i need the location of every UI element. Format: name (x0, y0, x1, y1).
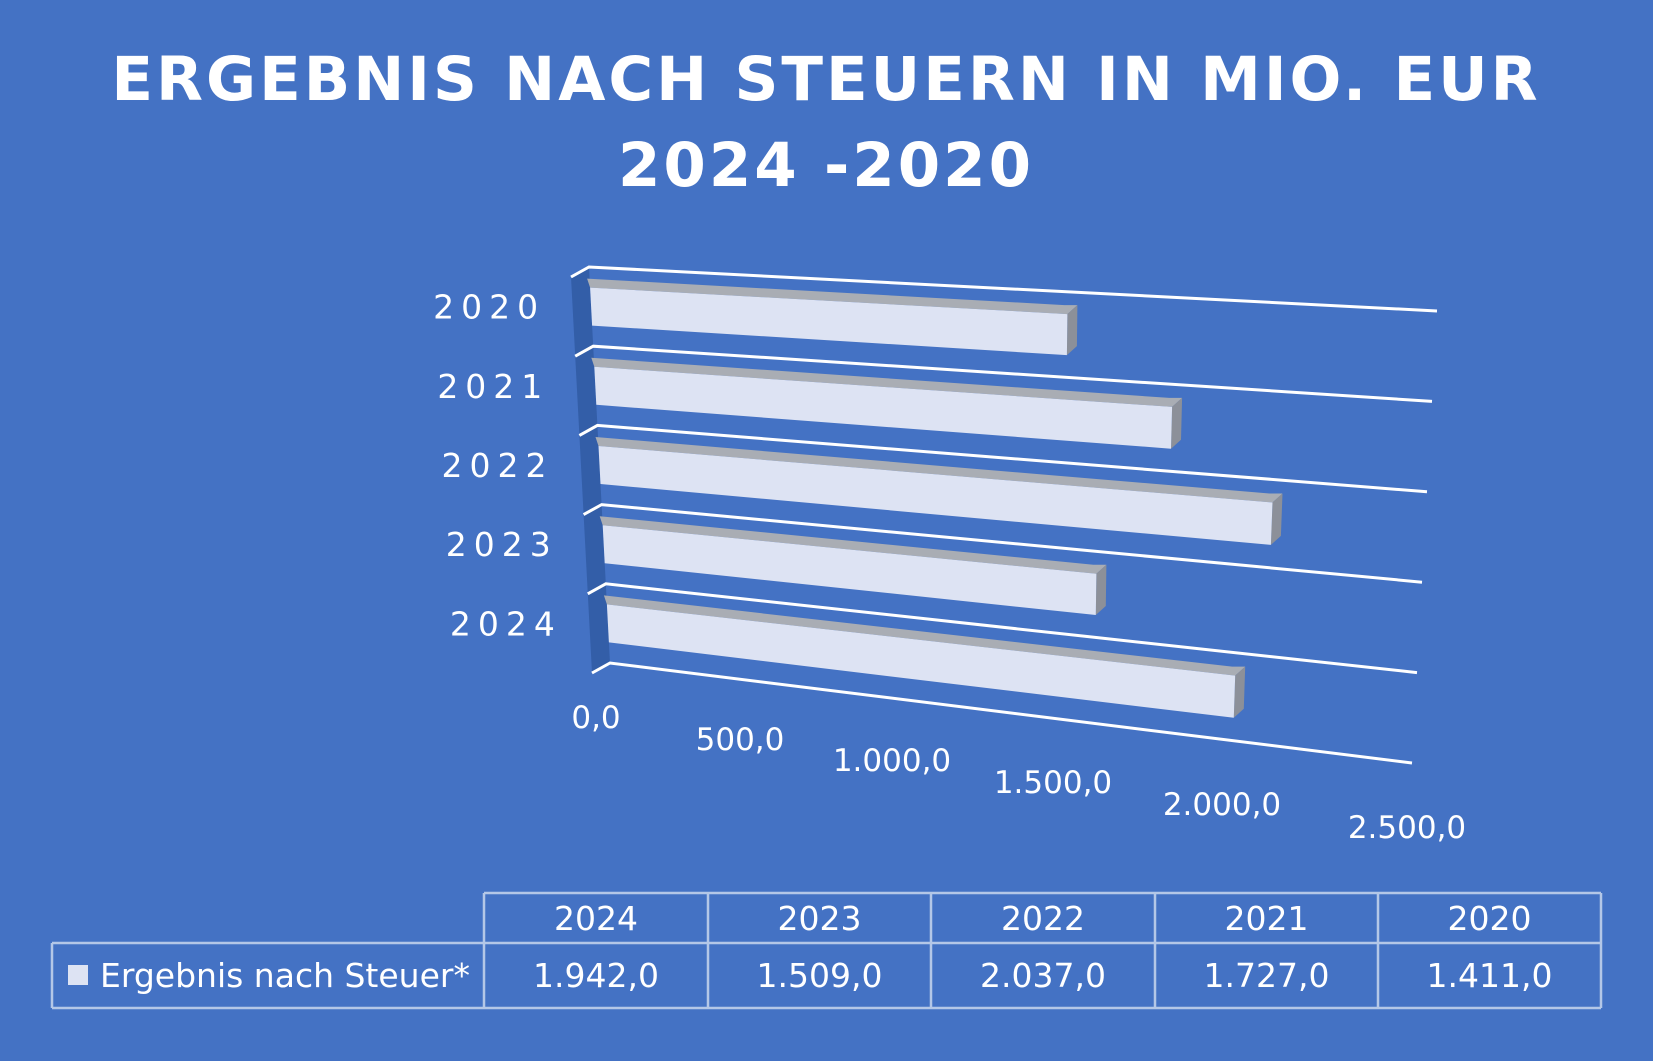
category-label: 2021 (437, 367, 549, 406)
bar-top-face (587, 278, 1078, 315)
bar-side-face (1233, 666, 1246, 718)
x-tick-label: 2.500,0 (1348, 810, 1466, 846)
x-tick-label: 2.000,0 (1163, 787, 1281, 823)
table-header-cell: 2020 (1448, 899, 1532, 938)
bar-side-face (1095, 564, 1107, 615)
category-label: 2023 (446, 525, 558, 564)
table-header-cell: 2024 (554, 899, 638, 938)
gridline (591, 661, 1413, 765)
bar-top-face (603, 595, 1246, 676)
bar-2024 (603, 595, 1246, 718)
gridline (587, 582, 1418, 675)
bar-top-face (591, 357, 1183, 407)
bar-2021 (591, 357, 1183, 449)
plot-left-wall (571, 267, 610, 673)
x-tick-label: 0,0 (571, 700, 620, 736)
bar-2022 (595, 437, 1283, 545)
bar-front-face (606, 604, 1236, 718)
chart-title-line-2: 2024 -2020 (618, 130, 1034, 201)
data-table: 2024 2023 2022 2021 2020 1.942,0 1.509,0 2.037,… (50, 891, 1603, 1010)
plot-area: 2024 2023 2022 2021 2020 0,0 500,0 1.000,0 1.500… (433, 265, 1466, 846)
x-tick-label: 500,0 (696, 722, 785, 758)
bar-top-face (599, 516, 1107, 574)
bar-front-face (590, 287, 1068, 356)
bar-side-face (1171, 397, 1183, 449)
table-value-cell: 1.411,0 (1427, 956, 1553, 995)
bar-front-face (594, 366, 1173, 449)
bar-front-face (598, 446, 1273, 545)
bar-2023 (599, 516, 1107, 615)
category-label: 2022 (442, 446, 554, 485)
gridline (582, 503, 1423, 584)
gridline (578, 423, 1428, 494)
table-header-cell: 2022 (1001, 899, 1085, 938)
table-header-cell: 2021 (1225, 899, 1309, 938)
bar-side-face (1066, 305, 1078, 356)
bar-top-face (595, 437, 1283, 503)
bar-side-face (1270, 493, 1283, 545)
table-value-cell: 1.942,0 (533, 956, 659, 995)
x-tick-label: 1.000,0 (833, 743, 951, 779)
gridline (574, 344, 1433, 403)
gridline (570, 265, 1438, 313)
table-value-cell: 1.509,0 (757, 956, 883, 995)
table-value-cell: 2.037,0 (980, 956, 1106, 995)
table-value-cell: 1.727,0 (1204, 956, 1330, 995)
legend-key-swatch (68, 965, 88, 985)
chart-title-line-1: ERGEBNIS NACH STEUERN IN MIO. EUR (111, 44, 1540, 115)
table-row-label: Ergebnis nach Steuer* (100, 956, 470, 995)
bar-front-face (602, 525, 1097, 615)
category-label: 2020 (433, 288, 545, 327)
x-tick-label: 1.500,0 (994, 765, 1112, 801)
bar-2020 (587, 278, 1078, 356)
category-label: 2024 (450, 604, 562, 643)
table-header-cell: 2023 (778, 899, 862, 938)
